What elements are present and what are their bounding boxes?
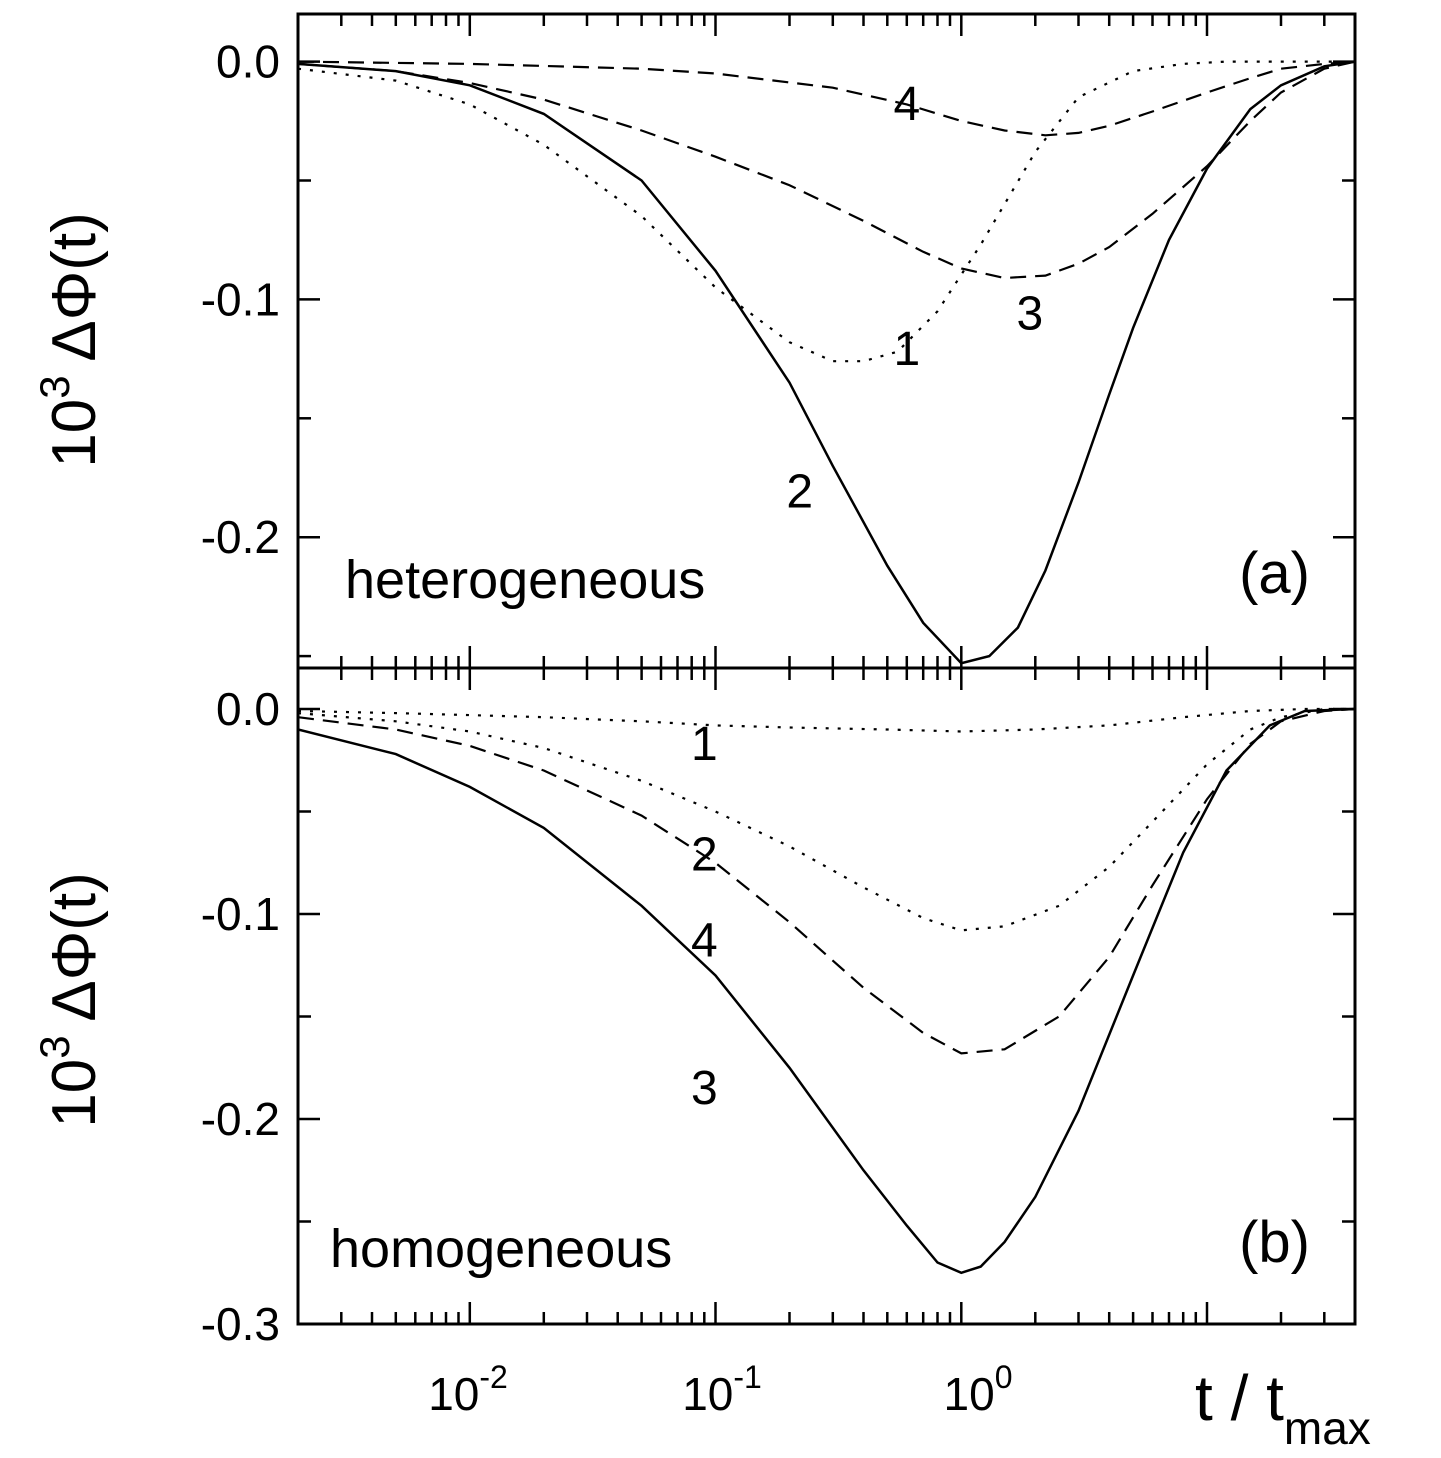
panel-b-caption: homogeneous <box>330 1219 672 1279</box>
x-axis-title: t / tmax <box>1195 1362 1371 1454</box>
y-tick-label-b: -0.1 <box>201 888 280 940</box>
panel-b-ylabel: 103 ΔΦ(t) <box>31 872 109 1128</box>
curve-label-a-3: 3 <box>1016 287 1043 340</box>
panel-b-letter: (b) <box>1239 1210 1310 1275</box>
panel-a-letter: (a) <box>1239 541 1310 606</box>
series-line-b-3 <box>298 707 1355 1275</box>
series-line-a-1 <box>298 60 1355 363</box>
y-tick-label-a: -0.2 <box>201 511 280 563</box>
y-tick-label-b: 0.0 <box>216 683 280 735</box>
panel-b-labels: 1 2 4 3 <box>691 718 718 1115</box>
curve-label-a-4: 4 <box>893 78 920 131</box>
curve-label-b-3: 3 <box>691 1062 718 1115</box>
x-tick-label-0: 10-2 <box>428 1359 508 1420</box>
panel-b-ticks: 0.0 -0.1 -0.2 -0.3 <box>201 668 1357 1350</box>
panel-a-ticks: 0.0 -0.1 -0.2 <box>201 14 1357 668</box>
curve-label-b-4: 4 <box>691 915 718 968</box>
panel-b: 0.0 -0.1 -0.2 -0.3 1 2 4 3 homogeneous (b) 103… <box>31 666 1357 1350</box>
series-line-a-4 <box>298 60 1355 137</box>
curve-label-b-2: 2 <box>691 829 718 882</box>
panel-a-series <box>298 60 1355 665</box>
panel-b-frame <box>296 666 1357 1326</box>
series-line-b-1 <box>298 707 1355 733</box>
panel-a: 0.0 -0.1 -0.2 1 2 3 4 heterogeneous (a) 103 Δ… <box>31 12 1357 670</box>
panel-a-labels: 1 2 3 4 <box>786 78 1043 519</box>
series-line-a-2 <box>298 60 1355 665</box>
panel-b-series <box>298 707 1355 1275</box>
y-tick-label-b: -0.3 <box>201 1298 280 1350</box>
x-tick-label-1: 10-1 <box>682 1359 762 1420</box>
y-tick-label-b: -0.2 <box>201 1093 280 1145</box>
series-line-a-3 <box>298 60 1355 280</box>
curve-label-b-1: 1 <box>691 718 718 771</box>
y-tick-label-a: -0.1 <box>201 273 280 325</box>
panel-a-caption: heterogeneous <box>345 550 705 610</box>
x-tick-label-2: 100 <box>944 1359 1013 1420</box>
series-line-b-4 <box>298 707 1355 1055</box>
curve-label-a-1: 1 <box>893 323 920 376</box>
curve-label-a-2: 2 <box>786 466 813 519</box>
y-tick-label-a: 0.0 <box>216 36 280 88</box>
x-axis: 10-2 10-1 100 t / tmax <box>428 1359 1371 1454</box>
panel-a-ylabel: 103 ΔΦ(t) <box>31 212 109 468</box>
